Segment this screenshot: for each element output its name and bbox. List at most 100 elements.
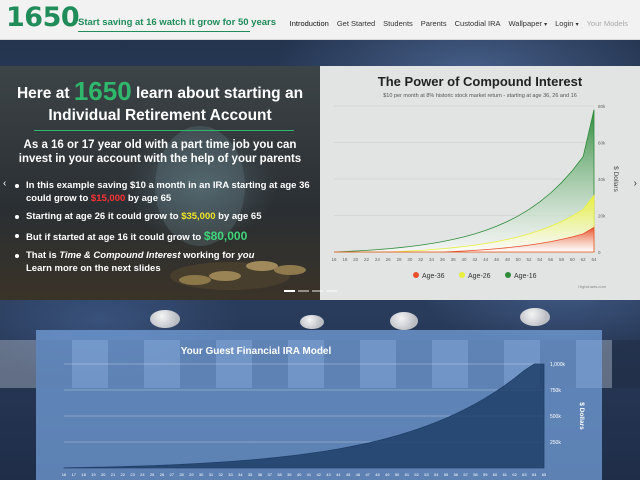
- chess-piece: [300, 315, 324, 329]
- x-tick-label: 30: [199, 472, 204, 477]
- slide-title-suffix: learn about starting an: [135, 85, 304, 102]
- slide-title: Here at 1650 learn about starting an Ind…: [0, 78, 320, 127]
- x-tick-label: 48: [505, 257, 511, 262]
- x-tick-label: 48: [375, 472, 380, 477]
- slide-title-number: 1650: [73, 76, 132, 106]
- x-tick-label: 46: [494, 257, 500, 262]
- x-tick-label: 43: [326, 472, 331, 477]
- x-tick-label: 44: [483, 257, 489, 262]
- x-tick-label: 40: [461, 257, 467, 262]
- x-tick-label: 27: [170, 472, 175, 477]
- x-tick-label: 24: [140, 472, 145, 477]
- x-tick-label: 32: [418, 257, 424, 262]
- x-tick-label: 49: [385, 472, 390, 477]
- x-tick-label: 58: [473, 472, 478, 477]
- x-tick-label: 50: [395, 472, 400, 477]
- y-tick-label: 80k: [598, 104, 606, 109]
- x-tick-label: 44: [336, 472, 341, 477]
- chess-piece: [150, 310, 180, 328]
- legend-marker-age-26: [459, 272, 465, 278]
- coin-stack-photo: [155, 126, 306, 290]
- x-tick-label: 45: [346, 472, 351, 477]
- ira-chart-svg: 250k 500k 750k 1,000k 16 17 18 19 20 21 22 23 24 25 26…: [62, 362, 585, 477]
- legend-marker-age-36: [413, 272, 419, 278]
- slide-title-line2: Individual Retirement Account: [48, 107, 272, 124]
- ira-series-area: [63, 363, 545, 469]
- x-tick-label: 19: [91, 472, 96, 477]
- nav-introduction[interactable]: Introduction: [289, 19, 329, 28]
- y-tick-label: 250k: [550, 440, 561, 446]
- x-tick-label: 34: [238, 472, 243, 477]
- ira-model-panel: Your Guest Financial IRA Model 250k 500k 7…: [36, 330, 602, 480]
- nav-get-started[interactable]: Get Started: [336, 19, 376, 28]
- x-tick-label: 35: [248, 472, 253, 477]
- nav-parents[interactable]: Parents: [420, 19, 447, 28]
- x-tick-label: 54: [537, 257, 543, 262]
- chart-subtitle: $10 per month at 8% historic stock marke…: [383, 93, 577, 99]
- carousel-indicators: [284, 290, 337, 292]
- carousel-next-icon[interactable]: ›: [633, 178, 637, 189]
- carousel-indicator[interactable]: [326, 290, 337, 292]
- nav-your-models: Your Models: [586, 19, 628, 28]
- x-tick-label: 42: [472, 257, 478, 262]
- x-tick-label: 29: [189, 472, 194, 477]
- carousel-prev-icon[interactable]: ‹: [3, 178, 7, 189]
- x-tick-label: 30: [407, 257, 413, 262]
- main-nav: Introduction Get Started Students Parent…: [286, 19, 632, 28]
- x-tick-label: 36: [258, 472, 263, 477]
- x-tick-label: 33: [228, 472, 233, 477]
- x-tick-label: 26: [160, 472, 165, 477]
- nav-custodial-ira[interactable]: Custodial IRA: [454, 19, 501, 28]
- nav-wallpaper-dropdown[interactable]: Wallpaper ▾: [505, 19, 552, 28]
- x-tick-label: 51: [405, 472, 410, 477]
- bullet-age-36: In this example saving $10 a month in an…: [14, 180, 314, 205]
- series-area-age-16: [333, 109, 595, 253]
- y-axis-label: $ Dollars: [612, 166, 619, 192]
- x-tick-label: 65: [542, 472, 547, 477]
- x-tick-label: 24: [375, 257, 381, 262]
- intro-carousel: Here at 1650 learn about starting an Ind…: [0, 66, 640, 300]
- x-tick-label: 53: [424, 472, 429, 477]
- x-tick-label: 39: [287, 472, 292, 477]
- x-tick-label: 58: [559, 257, 565, 262]
- nav-wallpaper-label: Wallpaper: [508, 19, 543, 28]
- brand-logo[interactable]: 1650: [6, 2, 80, 33]
- slide-title-prefix: Here at: [16, 85, 70, 102]
- y-axis-label: $ Dollars: [578, 402, 585, 430]
- bullet-text: working for: [180, 250, 238, 261]
- tagline-underline: [78, 31, 250, 32]
- bullet-age-26: Starting at age 26 it could grow to $35,…: [14, 211, 314, 224]
- x-tick-label: 18: [81, 472, 86, 477]
- x-tick-label: 38: [277, 472, 282, 477]
- x-tick-label: 31: [209, 472, 214, 477]
- chart-credit[interactable]: Highcharts.com: [578, 284, 606, 289]
- x-tick-label: 34: [429, 257, 435, 262]
- nav-students[interactable]: Students: [383, 19, 413, 28]
- slide-subtitle: As a 16 or 17 year old with a part time …: [18, 139, 302, 165]
- chevron-down-icon: ▾: [575, 22, 579, 28]
- x-tick-label: 32: [219, 472, 224, 477]
- amount-age-26: $35,000: [181, 211, 216, 222]
- nav-login-dropdown[interactable]: Login ▾: [551, 19, 582, 28]
- y-tick-label: 20k: [598, 214, 606, 219]
- y-tick-label: 60k: [598, 141, 606, 146]
- x-tick-label: 56: [548, 257, 554, 262]
- y-tick-label: 750k: [550, 388, 561, 394]
- brand-tagline: Start saving at 16 watch it grow for 50 …: [78, 17, 276, 28]
- carousel-indicator[interactable]: [284, 290, 295, 292]
- x-tick-label: 20: [353, 257, 359, 262]
- x-tick-label: 55: [444, 472, 449, 477]
- legend-marker-age-16: [505, 272, 511, 278]
- x-tick-label: 37: [267, 472, 272, 477]
- bullet-compound-interest: That is Time & Compound Interest working…: [14, 250, 314, 275]
- bullet-text: In this example saving $10 a month in an…: [26, 180, 310, 204]
- carousel-indicator[interactable]: [312, 290, 323, 292]
- series-area-age-36: [334, 226, 595, 253]
- slide-bullets: In this example saving $10 a month in an…: [14, 180, 314, 281]
- slide-divider: [34, 130, 294, 131]
- bullet-text: Starting at age 26 it could grow to: [26, 211, 182, 222]
- carousel-indicator[interactable]: [298, 290, 309, 292]
- x-tick-label: 62: [512, 472, 517, 477]
- x-tick-label: 16: [331, 257, 337, 262]
- x-tick-label: 22: [121, 472, 126, 477]
